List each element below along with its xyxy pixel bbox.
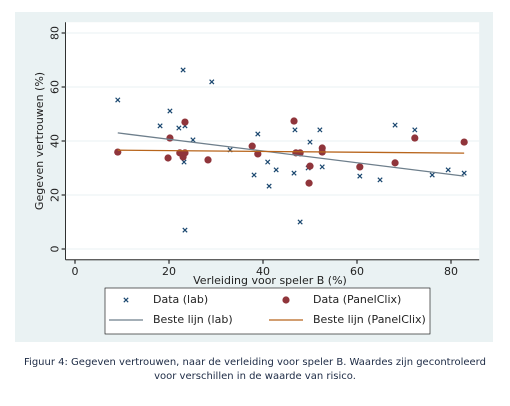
x-tick-label: 40 xyxy=(256,265,270,278)
marker-x xyxy=(297,219,303,225)
marker-circle xyxy=(204,156,212,164)
marker-circle xyxy=(306,162,314,170)
marker-x xyxy=(180,67,186,73)
y-tick-label: 40 xyxy=(49,134,62,148)
marker-circle xyxy=(305,179,313,187)
marker-circle xyxy=(460,138,468,146)
marker-x xyxy=(181,159,187,165)
marker-x xyxy=(265,159,271,165)
marker-circle xyxy=(411,134,419,142)
marker-x xyxy=(357,173,363,179)
marker-x xyxy=(429,172,435,178)
marker-circle xyxy=(356,163,364,171)
legend xyxy=(104,287,431,335)
marker-x xyxy=(319,164,325,170)
marker-x xyxy=(412,127,418,133)
marker-x xyxy=(273,167,279,173)
legend-label: Beste lijn (lab) xyxy=(153,313,233,326)
marker-x xyxy=(182,227,188,233)
marker-x xyxy=(176,125,182,131)
legend-swatch xyxy=(282,296,290,304)
marker-circle xyxy=(181,118,189,126)
marker-x xyxy=(255,131,261,137)
marker-x xyxy=(445,167,451,173)
x-tick-label: 0 xyxy=(72,265,79,278)
marker-x xyxy=(167,108,173,114)
marker-x xyxy=(157,123,163,129)
marker-circle xyxy=(166,134,174,142)
x-tick-label: 20 xyxy=(162,265,176,278)
fit-line xyxy=(117,132,465,177)
legend-label: Beste lijn (PanelClix) xyxy=(313,313,426,326)
marker-circle xyxy=(164,154,172,162)
marker-x xyxy=(317,127,323,133)
caption: voor verschillen in de waarde van risico… xyxy=(154,371,356,382)
marker-x xyxy=(307,139,313,145)
marker-x xyxy=(377,177,383,183)
marker-x xyxy=(209,79,215,85)
legend-label: Data (PanelClix) xyxy=(313,293,401,306)
marker-x xyxy=(461,170,467,176)
marker-x xyxy=(115,97,121,103)
marker-x xyxy=(266,183,272,189)
y-axis-label: Gegeven vertrouwen (%) xyxy=(33,72,46,210)
x-axis-label: Verleiding voor speler B (%) xyxy=(193,274,347,287)
x-tick-label: 60 xyxy=(350,265,364,278)
legend-swatch xyxy=(123,297,129,303)
caption: Figuur 4: Gegeven vertrouwen, naar de ve… xyxy=(24,357,486,368)
marker-circle xyxy=(391,159,399,167)
marker-circle xyxy=(114,148,122,156)
x-tick-label: 80 xyxy=(444,265,458,278)
y-tick-label: 60 xyxy=(49,80,62,94)
marker-x xyxy=(251,172,257,178)
marker-x xyxy=(292,127,298,133)
marker-x xyxy=(291,170,297,176)
y-tick-label: 80 xyxy=(49,26,62,40)
marker-x xyxy=(392,122,398,128)
y-tick-label: 0 xyxy=(49,246,62,253)
marker-circle xyxy=(290,117,298,125)
legend-label: Data (lab) xyxy=(153,293,208,306)
y-tick-label: 20 xyxy=(49,188,62,202)
fit-line xyxy=(117,149,465,154)
marker-x xyxy=(190,137,196,143)
marker-circle xyxy=(254,150,262,158)
marker-circle xyxy=(248,142,256,150)
